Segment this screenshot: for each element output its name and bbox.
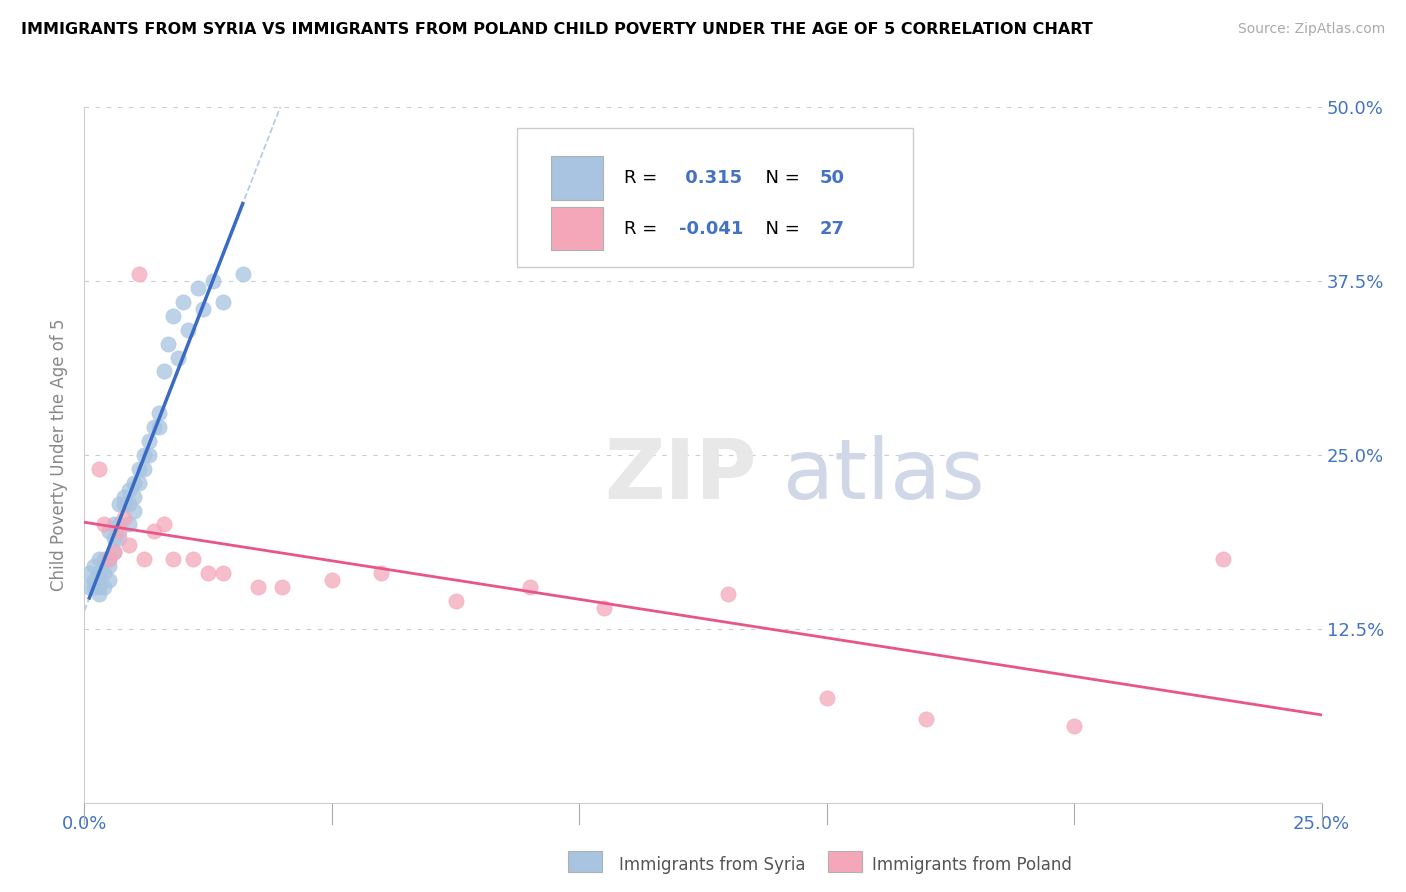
- Point: [89, 580, 111, 594]
- Point: [108, 524, 131, 539]
- Point: [181, 552, 204, 566]
- Point: [815, 691, 838, 706]
- Point: [79, 566, 101, 581]
- Point: [98, 552, 121, 566]
- Point: [89, 462, 111, 476]
- Text: Immigrants from Poland: Immigrants from Poland: [872, 856, 1071, 874]
- FancyBboxPatch shape: [551, 207, 603, 251]
- Point: [83, 573, 105, 587]
- Text: 50: 50: [820, 169, 845, 187]
- Point: [138, 448, 160, 462]
- Point: [108, 532, 131, 546]
- Point: [112, 490, 135, 504]
- Point: [321, 573, 343, 587]
- Text: N =: N =: [754, 219, 806, 238]
- Point: [89, 566, 111, 581]
- Point: [142, 524, 165, 539]
- Point: [122, 490, 145, 504]
- Point: [112, 510, 135, 524]
- Point: [108, 497, 131, 511]
- Point: [202, 274, 225, 288]
- Point: [167, 351, 190, 365]
- Point: [93, 552, 115, 566]
- Point: [112, 497, 135, 511]
- Point: [212, 566, 235, 581]
- Text: ZIP: ZIP: [605, 435, 756, 516]
- Point: [98, 552, 121, 566]
- Point: [83, 580, 105, 594]
- Point: [89, 552, 111, 566]
- Point: [118, 538, 141, 552]
- Point: [89, 587, 111, 601]
- Point: [128, 462, 150, 476]
- Point: [138, 434, 160, 448]
- Point: [1063, 719, 1085, 733]
- Point: [172, 294, 194, 309]
- Text: Source: ZipAtlas.com: Source: ZipAtlas.com: [1237, 22, 1385, 37]
- Point: [122, 503, 145, 517]
- Point: [370, 566, 392, 581]
- Text: N =: N =: [754, 169, 806, 187]
- Point: [108, 517, 131, 532]
- Text: R =: R =: [624, 169, 662, 187]
- Text: atlas: atlas: [783, 435, 986, 516]
- Point: [232, 267, 254, 281]
- Point: [103, 545, 125, 559]
- Point: [118, 497, 141, 511]
- Point: [93, 517, 115, 532]
- Point: [717, 587, 740, 601]
- Point: [142, 420, 165, 434]
- Point: [132, 448, 155, 462]
- Point: [162, 309, 184, 323]
- Point: [103, 532, 125, 546]
- Point: [187, 281, 209, 295]
- Point: [93, 566, 115, 581]
- Point: [246, 580, 269, 594]
- Text: -0.041: -0.041: [679, 219, 744, 238]
- Point: [98, 524, 121, 539]
- Point: [271, 580, 294, 594]
- Point: [177, 323, 200, 337]
- Point: [152, 517, 174, 532]
- Point: [191, 301, 214, 316]
- Text: 27: 27: [820, 219, 845, 238]
- Point: [128, 475, 150, 490]
- FancyBboxPatch shape: [551, 156, 603, 200]
- Point: [162, 552, 184, 566]
- Point: [152, 364, 174, 378]
- Point: [593, 601, 616, 615]
- Point: [157, 336, 180, 351]
- Point: [79, 580, 101, 594]
- Point: [132, 462, 155, 476]
- Point: [212, 294, 235, 309]
- Point: [148, 406, 170, 420]
- Y-axis label: Child Poverty Under the Age of 5: Child Poverty Under the Age of 5: [51, 318, 69, 591]
- Point: [132, 552, 155, 566]
- Point: [1212, 552, 1234, 566]
- FancyBboxPatch shape: [517, 128, 914, 267]
- Text: IMMIGRANTS FROM SYRIA VS IMMIGRANTS FROM POLAND CHILD POVERTY UNDER THE AGE OF 5: IMMIGRANTS FROM SYRIA VS IMMIGRANTS FROM…: [21, 22, 1092, 37]
- Point: [98, 573, 121, 587]
- Point: [83, 559, 105, 574]
- Text: R =: R =: [624, 219, 662, 238]
- Point: [444, 594, 467, 608]
- Point: [148, 420, 170, 434]
- Text: 0.315: 0.315: [679, 169, 742, 187]
- Point: [519, 580, 541, 594]
- Text: Immigrants from Syria: Immigrants from Syria: [619, 856, 806, 874]
- Point: [98, 559, 121, 574]
- Point: [103, 545, 125, 559]
- Point: [128, 267, 150, 281]
- Point: [914, 712, 936, 726]
- Point: [118, 483, 141, 497]
- Point: [122, 475, 145, 490]
- Point: [118, 517, 141, 532]
- Point: [103, 517, 125, 532]
- Point: [93, 580, 115, 594]
- Point: [197, 566, 219, 581]
